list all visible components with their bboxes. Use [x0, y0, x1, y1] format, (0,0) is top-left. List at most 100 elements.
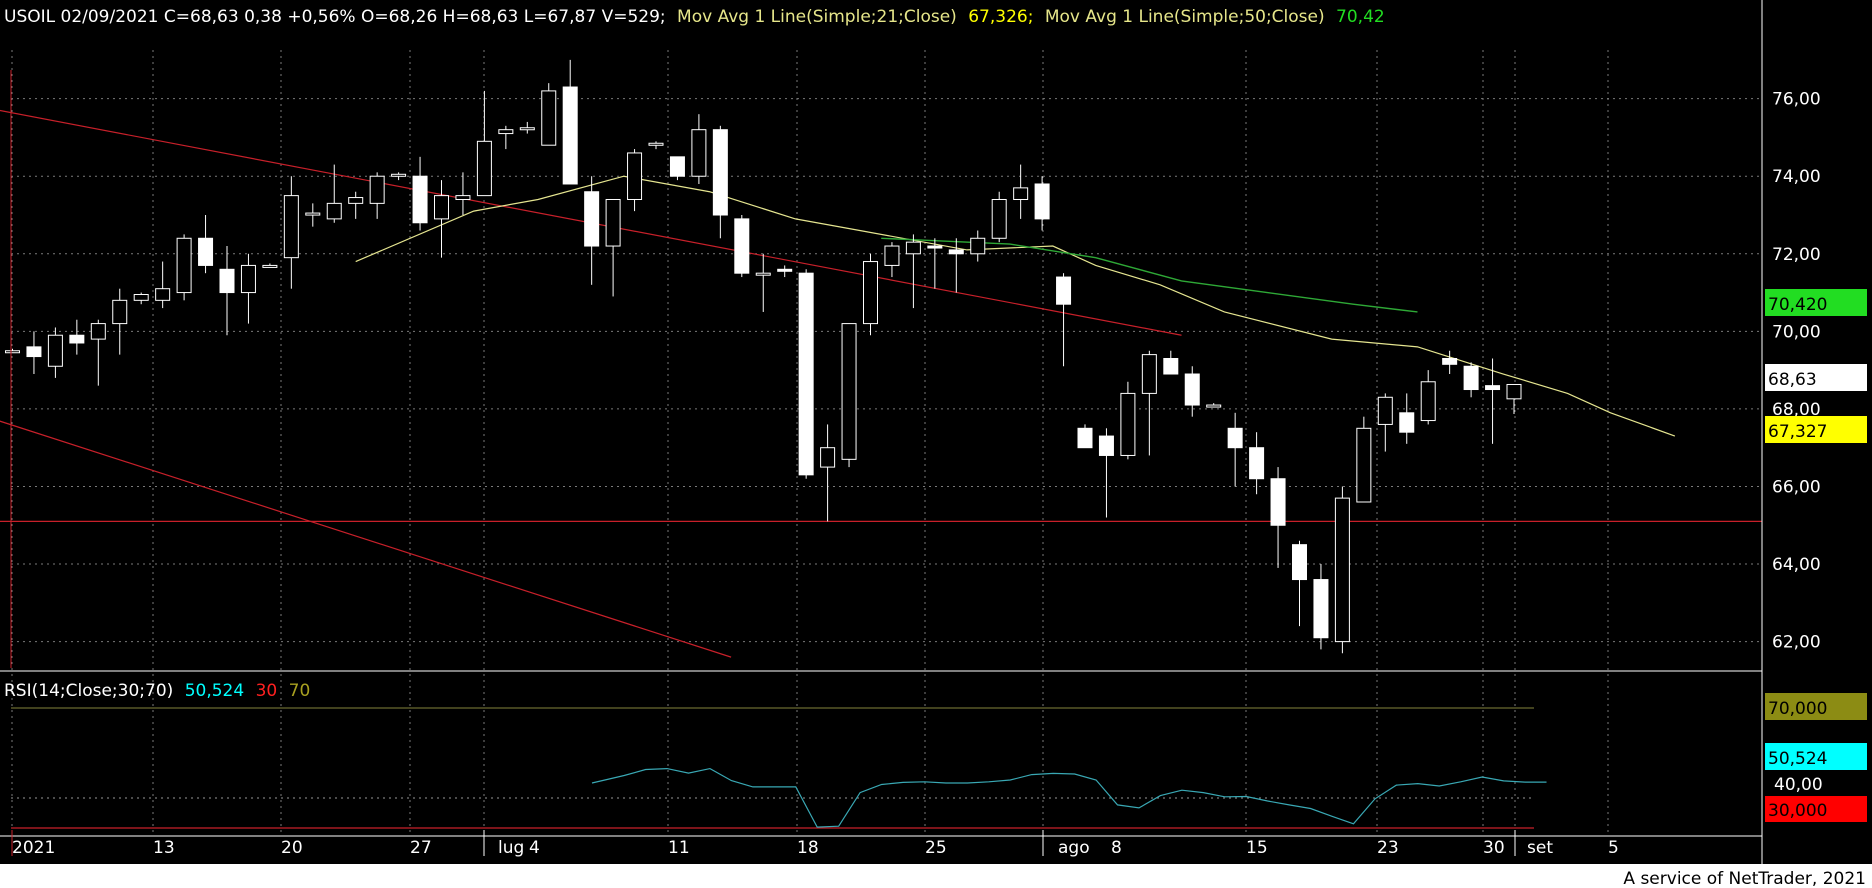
date-tick-label: lug — [498, 838, 524, 858]
candle-body-down — [798, 272, 814, 476]
candle — [584, 176, 600, 285]
candle-body-down — [1056, 276, 1072, 305]
candle-body-down — [1270, 478, 1286, 526]
candle — [1034, 176, 1050, 231]
ma50-badge-bg — [1765, 289, 1867, 316]
candle — [1377, 393, 1393, 452]
candle — [970, 230, 986, 262]
candle — [305, 203, 321, 227]
price-tick-label: 72,00 — [1772, 245, 1821, 265]
date-tick-label: 30 — [1483, 838, 1505, 858]
date-tick-label: 23 — [1377, 838, 1399, 858]
ma21-legend-label: Mov Avg 1 Line(Simple;21;Close) — [677, 7, 957, 27]
candle-body-down — [1077, 427, 1093, 449]
ma50-line — [881, 237, 1418, 313]
ma50-legend-value: 70,42 — [1336, 7, 1385, 27]
candle-body-up — [1141, 354, 1157, 394]
date-tick-label: 11 — [668, 838, 690, 858]
price-badges: 70,420 68,63 67,327 70,000 50,524 40,00 … — [1765, 289, 1867, 822]
rsi-legend-low: 30 — [256, 681, 278, 701]
date-tick-label: set — [1527, 838, 1553, 858]
candle-body-up — [970, 237, 986, 255]
candle — [1292, 540, 1307, 627]
date-tick-label: 8 — [1111, 838, 1122, 858]
candle-body-up — [348, 197, 364, 204]
price-tick-label: 74,00 — [1772, 167, 1821, 187]
candle-body-down — [1227, 427, 1243, 449]
candle-body-up — [455, 195, 471, 200]
candle — [26, 331, 42, 375]
channel-trendline — [0, 420, 732, 658]
candle-body-down — [412, 175, 428, 224]
candle-body-up — [1334, 497, 1350, 643]
candle — [1184, 366, 1200, 417]
candle — [476, 90, 492, 197]
candle — [777, 265, 793, 278]
price-tick-label: 70,00 — [1772, 322, 1821, 342]
candle — [1163, 350, 1179, 375]
candle-body-up — [691, 129, 707, 177]
candle — [1013, 164, 1029, 219]
price-tick-label: 76,00 — [1772, 90, 1821, 110]
candle-body-up — [47, 334, 63, 367]
candle — [1270, 467, 1286, 568]
candle-body-down — [1485, 385, 1501, 391]
candle-body-up — [283, 195, 299, 259]
candle — [1420, 370, 1436, 425]
candle — [240, 253, 256, 324]
date-tick-label: 2021 — [12, 838, 55, 858]
date-tick-label: 20 — [281, 838, 303, 858]
candle-body-down — [26, 346, 42, 358]
moving-average-layer — [355, 175, 1676, 437]
date-tick-label: 18 — [797, 838, 819, 858]
ma50-legend-label: Mov Avg 1 Line(Simple;50;Close) — [1045, 7, 1325, 27]
candle — [1120, 381, 1136, 460]
rsi-high-badge-text: 70,000 — [1768, 699, 1827, 719]
candle-body-up — [133, 294, 149, 301]
candle-body-down — [734, 218, 750, 274]
candle-body-up — [841, 323, 857, 460]
candle — [712, 125, 728, 239]
date-tick-label: 4 — [529, 838, 540, 858]
candle-body-down — [669, 156, 685, 177]
candle — [1056, 273, 1072, 367]
candle — [1206, 403, 1222, 408]
candle — [283, 176, 299, 289]
candle-body-down — [584, 191, 600, 247]
candle-body-down — [1463, 365, 1479, 391]
candle-body-up — [1420, 381, 1436, 422]
rsi-mid-tick: 40,00 — [1774, 775, 1823, 795]
close-badge-bg — [1765, 364, 1867, 391]
candle-body-up — [519, 127, 535, 131]
candle-body-up — [1377, 396, 1393, 425]
candle — [1249, 432, 1265, 495]
candle-layer — [5, 59, 1522, 654]
candle-body-down — [1034, 183, 1050, 220]
candle — [219, 246, 235, 336]
candle-body-up — [627, 152, 643, 200]
candle — [648, 141, 664, 150]
chart-header: USOIL 02/09/2021 C=68,63 0,38 +0,56% O=6… — [4, 7, 1385, 27]
rsi-line — [591, 767, 1547, 828]
candle-body-up — [1206, 404, 1222, 408]
candle — [47, 327, 63, 378]
candle-body-up — [155, 288, 171, 301]
trendline-layer — [0, 109, 1762, 658]
candle — [262, 263, 278, 268]
candle — [455, 172, 471, 216]
candle-body-up — [1506, 383, 1522, 400]
candle — [1313, 564, 1329, 650]
price-tick-label: 68,00 — [1772, 400, 1821, 420]
candle-body-up — [648, 142, 664, 146]
rsi-low-badge-bg — [1765, 796, 1867, 822]
candle — [69, 319, 85, 355]
candle — [627, 149, 643, 212]
candle-body-up — [90, 323, 106, 340]
rsi-value-badge-bg — [1765, 743, 1867, 770]
candle — [198, 215, 214, 274]
candle-body-up — [820, 447, 836, 468]
date-tick-label: 13 — [153, 838, 175, 858]
candle-body-up — [391, 173, 407, 177]
